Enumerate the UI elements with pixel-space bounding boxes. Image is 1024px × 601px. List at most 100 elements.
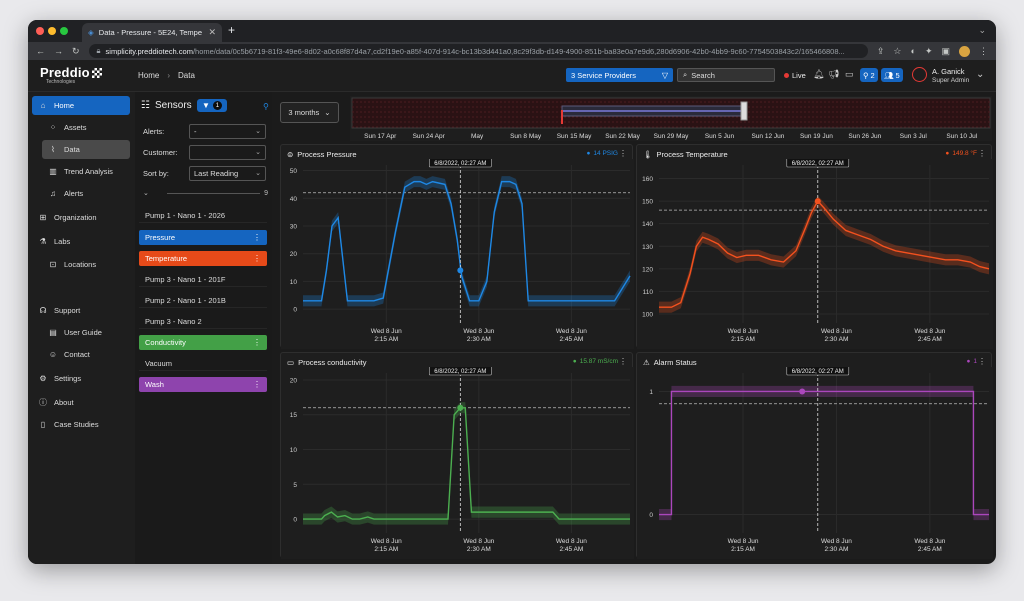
kebab-icon[interactable]: ⋮ bbox=[253, 254, 261, 263]
service-provider-select[interactable]: 3 Service Providers ▽ bbox=[566, 68, 673, 82]
sidebar-item-assets[interactable]: ⁘ Assets bbox=[49, 123, 87, 132]
forward-icon[interactable]: → bbox=[54, 46, 63, 56]
alerts-select[interactable]: - ⌄ bbox=[189, 123, 266, 139]
maximize-window-icon[interactable] bbox=[60, 27, 68, 35]
sensor-slider[interactable]: ⌄ 9 bbox=[143, 188, 268, 198]
browser-menu-icon[interactable]: ⋮ bbox=[979, 45, 988, 56]
timeline-svg[interactable]: Sun 17 Apr Sun 24 Apr May Sun 8 May Sun 15 M… bbox=[350, 96, 992, 141]
new-tab-icon[interactable]: + bbox=[228, 23, 236, 37]
bookmark-star-icon[interactable]: ☆ bbox=[893, 45, 902, 56]
sensor-chip-temperature[interactable]: Temperature ⋮ bbox=[139, 251, 267, 266]
sensor-chip-pressure[interactable]: Pressure ⋮ bbox=[139, 230, 267, 245]
x-tick-label: Wed 8 Jun bbox=[556, 328, 587, 335]
chevron-down-icon[interactable]: ⌄ bbox=[976, 69, 985, 80]
gear-icon: ⚙ bbox=[39, 374, 47, 383]
extension-icon[interactable]: ◐ bbox=[910, 46, 916, 56]
avatar[interactable] bbox=[912, 67, 927, 82]
customer-select[interactable]: ⌄ bbox=[189, 144, 266, 160]
user-menu[interactable]: A. Ganick Super Admin bbox=[932, 67, 969, 85]
timeline-label: Sun 17 Apr bbox=[364, 133, 397, 140]
sidebar-item-support[interactable]: ☊ Support bbox=[39, 306, 81, 315]
sidebar-item-locations[interactable]: ⊡ Locations bbox=[49, 260, 97, 269]
sort-select[interactable]: Last Reading ⌄ bbox=[189, 165, 266, 181]
sidebar-item-contact[interactable]: ☺ Contact bbox=[48, 350, 90, 359]
sensor-row[interactable]: Pump 1 - Nano 1 - 2026 bbox=[139, 208, 267, 223]
x-tick-label: 2:15 AM bbox=[374, 336, 398, 343]
sidebar-item-user-guide[interactable]: ▤ User Guide bbox=[49, 328, 102, 337]
sidebar-item-case-studies[interactable]: ▯ Case Studies bbox=[32, 415, 99, 434]
series-line bbox=[659, 199, 990, 308]
series-line bbox=[303, 180, 631, 302]
back-icon[interactable]: ← bbox=[36, 46, 45, 56]
preddio-logo[interactable]: Preddio Technologies bbox=[40, 65, 102, 85]
reload-icon[interactable]: ↻ bbox=[72, 45, 80, 56]
sensor-chip-conductivity[interactable]: Conductivity ⋮ bbox=[139, 335, 267, 350]
expand-chevron-icon[interactable]: ⌄ bbox=[143, 190, 149, 197]
x-tick-label: 2:30 AM bbox=[467, 336, 491, 343]
user-count-badge[interactable]: 👥︎ 5 bbox=[881, 68, 903, 82]
live-indicator[interactable]: Live bbox=[784, 71, 806, 80]
sidebar-item-alerts[interactable]: ♫ Alerts bbox=[50, 189, 84, 198]
chevron-down-icon: ⌄ bbox=[255, 149, 261, 156]
kebab-icon[interactable]: ⋮ bbox=[253, 338, 261, 347]
chart-card-temperature: 🌡︎ Process Temperature ● 149.8 °F ⋮ 100 110… bbox=[636, 144, 993, 349]
time-range-select[interactable]: 3 months ⌄ bbox=[280, 102, 339, 123]
sidebar-item-organization[interactable]: ⊞ Organization bbox=[39, 213, 97, 222]
minimize-window-icon[interactable] bbox=[48, 27, 56, 35]
y-tick-label: 40 bbox=[290, 196, 298, 203]
kebab-icon[interactable]: ⋮ bbox=[619, 149, 627, 158]
tab-list-chevron-icon[interactable]: ⌄ bbox=[978, 25, 986, 35]
close-tab-icon[interactable]: ✕ bbox=[208, 27, 216, 37]
map-icon: ⊡ bbox=[49, 260, 57, 269]
x-tick-label: 2:15 AM bbox=[374, 546, 398, 553]
collapse-sidebar-icon[interactable]: « bbox=[114, 561, 121, 564]
kebab-icon[interactable]: ⋮ bbox=[978, 357, 986, 366]
close-window-icon[interactable] bbox=[36, 27, 44, 35]
sensor-row[interactable]: Vacuum bbox=[139, 356, 267, 371]
kebab-icon[interactable]: ⋮ bbox=[253, 233, 261, 242]
search-input[interactable]: ⌕ Search bbox=[677, 68, 775, 82]
share-icon[interactable]: ⇪ bbox=[876, 45, 885, 56]
kebab-icon[interactable]: ⋮ bbox=[978, 149, 986, 158]
funnel-icon: ▼ bbox=[202, 101, 210, 110]
sensor-row[interactable]: Pump 3 - Nano 2 bbox=[139, 314, 267, 329]
timeline-navigator[interactable]: Sun 17 Apr Sun 24 Apr May Sun 8 May Sun 15 M… bbox=[350, 96, 992, 141]
timeline-label: Sun 3 Jul bbox=[900, 133, 928, 140]
sidebar-item-labs[interactable]: ⚗ Labs bbox=[39, 237, 71, 246]
breadcrumb-home[interactable]: Home bbox=[138, 71, 160, 80]
megaphone-icon[interactable]: 📢︎ bbox=[828, 69, 840, 79]
sidepanel-icon[interactable]: ▣ bbox=[941, 45, 950, 56]
chat-icon[interactable]: ▭ bbox=[845, 69, 854, 79]
slider-track[interactable] bbox=[167, 192, 261, 194]
sidebar-item-trend-analysis[interactable]: ▥ Trend Analysis bbox=[49, 167, 113, 176]
sensor-row[interactable]: Pump 2 - Nano 1 - 201B bbox=[139, 293, 267, 308]
sidebar-item-home[interactable]: ⌂ Home bbox=[32, 96, 130, 115]
puzzle-icon[interactable]: ✦ bbox=[924, 45, 933, 56]
bell-icon: ♫ bbox=[50, 189, 56, 198]
kebab-icon[interactable]: ⋮ bbox=[619, 357, 627, 366]
sensors-title: ☷ Sensors bbox=[141, 100, 192, 111]
y-tick-label: 0 bbox=[293, 517, 297, 524]
sensors-panel: ☷ Sensors ▼ 1 ⚲ Alerts: - ⌄ Customer: ⌄ So… bbox=[135, 92, 272, 564]
cursor-label: 6/8/2022, 02:27 AM bbox=[792, 369, 844, 375]
sensor-filter-button[interactable]: ▼ 1 bbox=[197, 99, 227, 112]
device-count-badge[interactable]: ⚲ 2 bbox=[860, 68, 878, 82]
customer-filter: Customer: ⌄ bbox=[143, 144, 266, 160]
browser-tab[interactable]: ◈ Data - Pressure - 5E24, Tempe ✕ bbox=[82, 23, 222, 42]
kebab-icon[interactable]: ⋮ bbox=[253, 380, 261, 389]
browser-profile-avatar[interactable] bbox=[959, 45, 970, 57]
timeline-label: Sun 19 Jun bbox=[800, 133, 833, 140]
sidebar-item-about[interactable]: ⓘ About bbox=[39, 398, 74, 407]
pin-icon[interactable]: ⚲ bbox=[263, 102, 269, 111]
sidebar-item-data[interactable]: ⌇ Data bbox=[42, 140, 130, 159]
card-title: ⊜ Process Pressure bbox=[287, 150, 357, 159]
url-field[interactable]: 🔒︎ simplicity.preddiotech.com/home/data/… bbox=[88, 44, 868, 58]
sensor-row[interactable]: Pump 3 - Nano 1 - 201F bbox=[139, 272, 267, 287]
sidebar-item-settings[interactable]: ⚙ Settings bbox=[39, 374, 82, 383]
sensor-chip-wash[interactable]: Wash ⋮ bbox=[139, 377, 267, 392]
bell-icon[interactable]: 🔔︎ bbox=[813, 69, 825, 79]
